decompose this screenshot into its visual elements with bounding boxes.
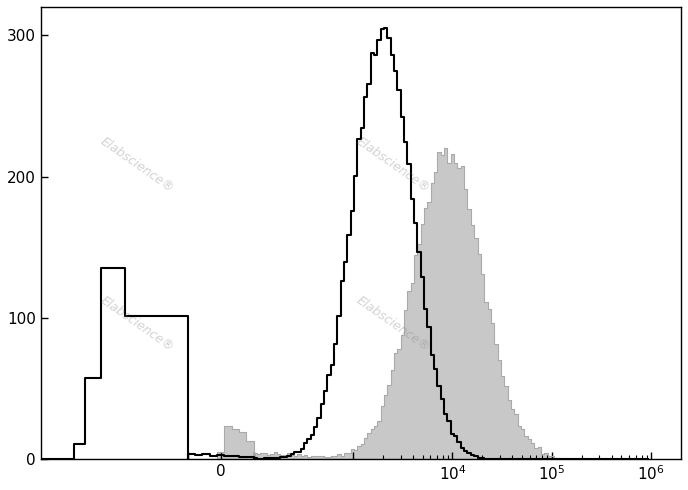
Text: Elabscience®: Elabscience® (354, 294, 432, 354)
Text: Elabscience®: Elabscience® (98, 294, 176, 354)
Text: Elabscience®: Elabscience® (354, 135, 432, 196)
Text: Elabscience®: Elabscience® (98, 135, 176, 196)
